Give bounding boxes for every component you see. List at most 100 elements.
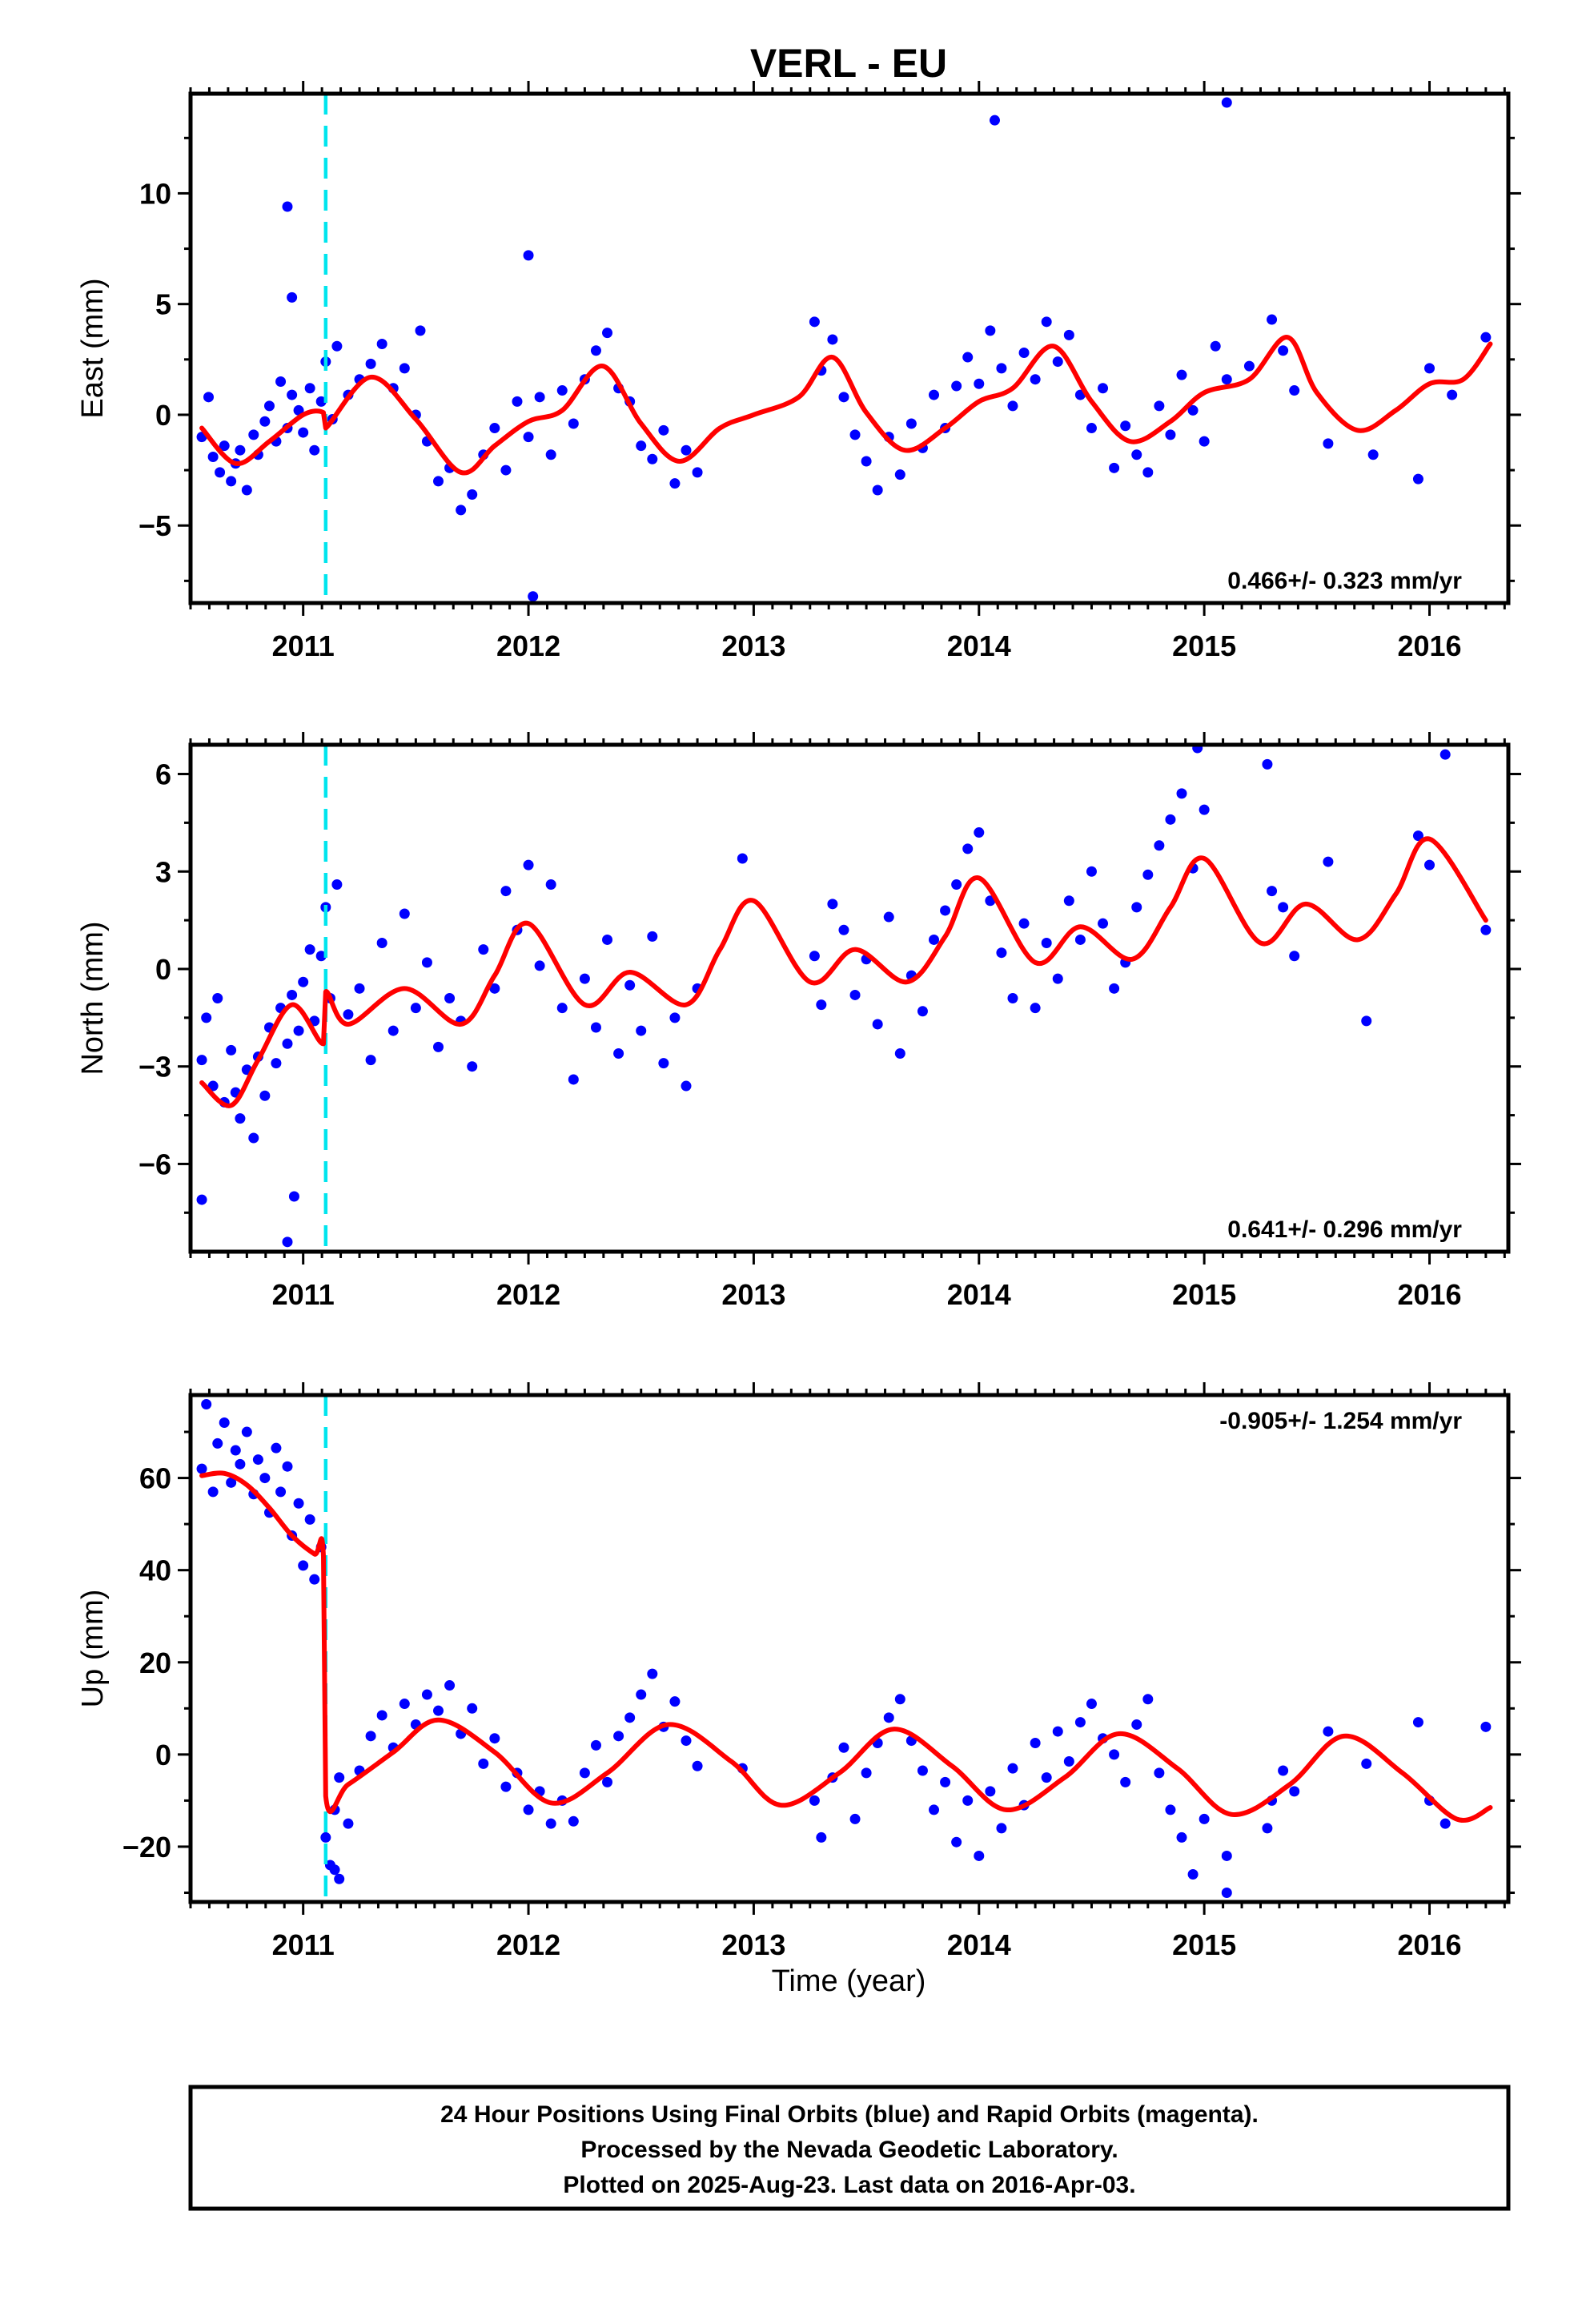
observation-point — [974, 1850, 985, 1861]
observation-point — [399, 1699, 410, 1710]
observation-point — [523, 859, 534, 870]
observation-point — [1323, 856, 1334, 867]
observation-point — [1165, 1804, 1176, 1815]
observation-point — [275, 376, 287, 387]
observation-point — [478, 944, 489, 955]
observation-point — [809, 951, 820, 962]
observation-point — [410, 1003, 421, 1014]
observation-point — [929, 1804, 940, 1815]
observation-point — [512, 396, 523, 407]
observation-point — [1361, 1015, 1372, 1027]
observation-point — [235, 444, 246, 456]
y-tick-label-up-3: 40 — [139, 1554, 171, 1587]
observation-point — [1154, 840, 1165, 851]
observation-point — [1289, 1786, 1300, 1797]
observation-point — [376, 338, 387, 349]
observation-point — [996, 363, 1007, 374]
y-tick-label-east-0: −5 — [139, 509, 171, 542]
observation-point — [309, 1574, 320, 1585]
observation-point — [1018, 348, 1030, 359]
observation-point — [669, 1696, 681, 1707]
x-axis-label: Time (year) — [772, 1964, 926, 1998]
observation-point — [1278, 1765, 1289, 1776]
x-tick-label-2016: 2016 — [1397, 1278, 1461, 1311]
observation-point — [636, 440, 647, 452]
observation-point — [523, 250, 534, 261]
observation-point — [226, 1477, 237, 1488]
observation-point — [282, 1038, 293, 1049]
rate-annotation-north: 0.641+/- 0.296 mm/yr — [1227, 1216, 1462, 1243]
observation-point — [985, 1786, 996, 1797]
observation-point — [929, 389, 940, 400]
observation-point — [996, 1823, 1007, 1834]
observation-point — [1221, 374, 1232, 385]
observation-point — [974, 827, 985, 838]
x-tick-label-2012: 2012 — [496, 1928, 560, 1961]
observation-point — [861, 1767, 872, 1779]
x-tick-label-2012: 2012 — [496, 629, 560, 662]
observation-point — [1086, 1699, 1097, 1710]
y-tick-label-east-1: 0 — [155, 399, 171, 432]
x-tick-label-2014: 2014 — [947, 1278, 1011, 1311]
y-tick-label-up-1: 0 — [155, 1739, 171, 1771]
observation-point — [315, 951, 327, 962]
observation-point — [421, 957, 432, 968]
observation-point — [1109, 462, 1120, 473]
observation-point — [827, 899, 838, 910]
observation-point — [1439, 749, 1451, 760]
observation-point — [1074, 934, 1086, 945]
y-tick-label-north-1: −3 — [139, 1051, 171, 1084]
observation-point — [444, 993, 456, 1003]
observation-point — [849, 429, 861, 440]
observation-point — [1165, 429, 1176, 440]
x-tick-label-2013: 2013 — [721, 629, 785, 662]
observation-point — [1131, 1719, 1142, 1730]
observation-point — [579, 973, 590, 984]
y-tick-label-north-4: 6 — [155, 758, 171, 791]
observation-point — [905, 418, 917, 429]
panel-up-frame — [188, 1393, 1511, 1904]
observation-point — [212, 1437, 223, 1449]
observation-point — [329, 1864, 340, 1876]
panel-east-frame — [188, 91, 1511, 605]
observation-point — [545, 449, 556, 460]
observation-point — [816, 1831, 827, 1843]
observation-point — [196, 1463, 207, 1474]
observation-point — [838, 924, 849, 935]
y-tick-label-up-2: 20 — [139, 1647, 171, 1679]
observation-point — [883, 1712, 894, 1723]
observation-point — [365, 1731, 376, 1742]
observation-point — [737, 853, 748, 864]
panels-layer: 2011 2012 2013 2014 2015 2016 −5 0 5 10 East (mm) 0… — [76, 81, 1521, 1961]
observation-point — [545, 1818, 556, 1829]
panel-north-data — [196, 745, 1492, 1252]
observation-point — [226, 476, 237, 487]
observation-point — [1439, 1818, 1451, 1829]
observation-point — [275, 1486, 287, 1498]
y-tick-label-north-2: 0 — [155, 953, 171, 986]
observation-point — [1278, 345, 1289, 356]
observation-point — [579, 1767, 590, 1779]
footer-frame — [188, 2085, 1511, 2211]
observation-point — [658, 424, 669, 436]
footer-line-1: 24 Hour Positions Using Final Orbits (bl… — [440, 2101, 1259, 2128]
observation-point — [534, 960, 545, 971]
footer-line-3: Plotted on 2025-Aug-23. Last data on 201… — [563, 2172, 1135, 2198]
observation-point — [809, 316, 820, 328]
observation-point — [444, 1680, 456, 1691]
x-tick-label-2016: 2016 — [1397, 1928, 1461, 1961]
y-tick-label-up-0: −20 — [122, 1831, 171, 1864]
observation-point — [590, 1739, 601, 1751]
observation-point — [1289, 385, 1300, 396]
rate-annotation-east: 0.466+/- 0.323 mm/yr — [1227, 568, 1462, 594]
observation-point — [1412, 1717, 1423, 1728]
observation-point — [1199, 804, 1210, 815]
observation-point — [917, 1006, 928, 1017]
observation-point — [692, 467, 703, 478]
observation-point — [334, 1772, 345, 1783]
observation-point — [399, 908, 410, 919]
observation-point — [376, 938, 387, 949]
observation-point — [1074, 1717, 1086, 1728]
observation-point — [951, 1836, 962, 1848]
